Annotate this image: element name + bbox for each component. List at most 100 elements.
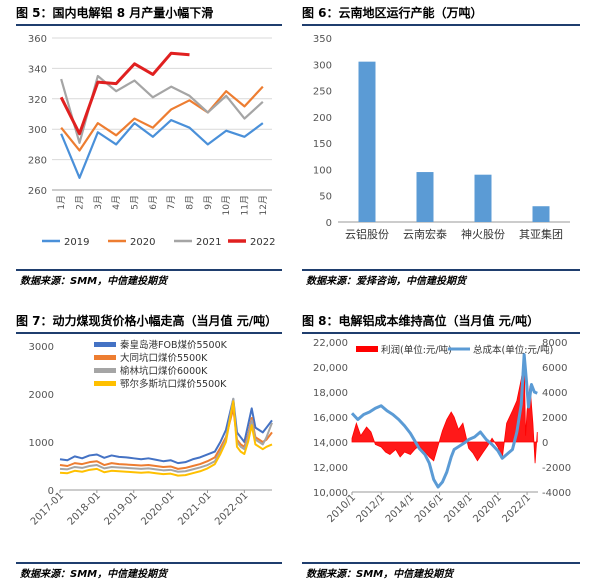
y-tick-label: 260 bbox=[28, 186, 47, 197]
legend-label: 2021 bbox=[196, 237, 221, 248]
x-tick-label: 2020-01 bbox=[139, 490, 176, 527]
bar bbox=[474, 174, 492, 222]
x-tick-label: 12月 bbox=[258, 195, 269, 215]
cost-line bbox=[350, 353, 538, 489]
y-right-tick-label: 4000 bbox=[542, 388, 567, 399]
x-tick-label: 2012/1 bbox=[355, 492, 388, 525]
panel-aluminum-output: 图 5：国内电解铝 8 月产量小幅下滑 260 280 300 320 340 360 1月… bbox=[16, 4, 282, 287]
legend-label: 鄂尔多斯坑口煤价5500K bbox=[120, 378, 227, 390]
y-tick-label: 1000 bbox=[29, 438, 54, 449]
panel-title: 图 8：电解铝成本维持高位（当月值 元/吨） bbox=[302, 314, 540, 328]
bar bbox=[358, 61, 376, 223]
source-note: 数据来源：爱择咨询，中信建投期货 bbox=[306, 276, 466, 287]
x-tick-label: 7月 bbox=[166, 195, 177, 210]
y-left-tick-label: 22,000 bbox=[313, 338, 348, 349]
x-tick-label: 云南宏泰 bbox=[403, 227, 447, 241]
y-tick-label: 340 bbox=[28, 64, 47, 75]
series-line-2019 bbox=[60, 118, 264, 179]
x-tick-label: 1月 bbox=[56, 195, 67, 210]
legend-label: 榆林坑口煤价6000K bbox=[120, 365, 208, 377]
x-tick-label: 2020/1 bbox=[471, 492, 504, 525]
bottom-rule bbox=[16, 562, 282, 564]
series-line bbox=[59, 397, 273, 473]
x-tick-label: 神火股份 bbox=[461, 227, 505, 241]
y-left-tick-label: 18,000 bbox=[313, 388, 348, 399]
title-rule bbox=[302, 24, 580, 26]
panel-title: 图 7：动力煤现货价格小幅走高（当月值 元/吨） bbox=[16, 314, 278, 328]
x-tick-label: 2019-01 bbox=[103, 490, 140, 527]
bar bbox=[532, 206, 550, 222]
x-tick-label: 其亚集团 bbox=[519, 227, 563, 241]
y-left-tick-label: 20,000 bbox=[313, 363, 348, 374]
series-line-2020 bbox=[60, 85, 264, 152]
x-tick-label: 云铝股份 bbox=[345, 227, 389, 241]
legend-label: 2022 bbox=[250, 237, 275, 248]
x-tick-label: 11月 bbox=[240, 195, 251, 215]
y-tick-label: 3000 bbox=[29, 342, 54, 353]
x-tick-label: 10月 bbox=[221, 195, 232, 215]
x-tick-label: 9月 bbox=[203, 195, 214, 210]
y-tick-label: 300 bbox=[313, 60, 332, 71]
y-tick-label: 2000 bbox=[29, 390, 54, 401]
y-right-tick-label: -4000 bbox=[542, 488, 571, 499]
x-tick-label: 2018/1 bbox=[442, 492, 475, 525]
y-right-tick-label: 6000 bbox=[542, 363, 567, 374]
panel-yunnan-capacity: 图 6：云南地区运行产能（万吨） 0 50 100 150 200 250 300 350 云铝… bbox=[302, 4, 580, 287]
x-tick-label: 2022/1 bbox=[501, 492, 534, 525]
legend-label: 秦皇岛港FOB煤价5500K bbox=[120, 339, 228, 351]
bottom-rule bbox=[302, 562, 580, 564]
x-tick-label: 8月 bbox=[185, 195, 196, 210]
y-tick-label: 150 bbox=[313, 139, 332, 150]
panel-title: 图 5：国内电解铝 8 月产量小幅下滑 bbox=[16, 6, 214, 20]
panel-thermal-coal: 图 7：动力煤现货价格小幅走高（当月值 元/吨） 0 1000 2000 3000 20… bbox=[16, 312, 282, 580]
y-right-tick-label: 0 bbox=[542, 438, 548, 449]
chart-aluminum-output: 260 280 300 320 340 360 1月 2月 3月 4月 5月 6月 7月 8月 9月 10月 1… bbox=[28, 34, 276, 248]
title-rule bbox=[16, 332, 282, 334]
y-tick-label: 350 bbox=[313, 34, 332, 45]
legend-swatch bbox=[94, 381, 116, 386]
y-tick-label: 200 bbox=[313, 113, 332, 124]
x-tick-label: 2018-01 bbox=[66, 490, 103, 527]
y-tick-label: 0 bbox=[326, 218, 332, 229]
y-left-tick-label: 16,000 bbox=[313, 413, 348, 424]
y-left-tick-label: 12,000 bbox=[313, 463, 348, 474]
y-tick-label: 320 bbox=[28, 95, 47, 106]
panel-title: 图 6：云南地区运行产能（万吨） bbox=[302, 6, 483, 20]
x-tick-label: 2021-01 bbox=[176, 490, 213, 527]
y-left-tick-label: 10,000 bbox=[313, 488, 348, 499]
y-tick-label: 50 bbox=[319, 192, 332, 203]
legend-label: 总成本(单位:元/吨) bbox=[473, 344, 553, 356]
legend-swatch bbox=[94, 368, 116, 373]
y-right-tick-label: 2000 bbox=[542, 413, 567, 424]
title-rule bbox=[302, 332, 580, 334]
bar bbox=[416, 172, 434, 222]
y-tick-label: 280 bbox=[28, 156, 47, 167]
y-tick-label: 360 bbox=[28, 34, 47, 45]
title-rule bbox=[16, 24, 282, 26]
bottom-rule bbox=[302, 269, 580, 271]
x-tick-label: 4月 bbox=[111, 195, 122, 210]
legend-label: 2019 bbox=[64, 237, 89, 248]
legend-swatch bbox=[94, 342, 116, 347]
chart-aluminum-cost: 10,000 12,000 14,000 16,000 18,000 20,000 22,0… bbox=[313, 338, 571, 525]
series-line bbox=[59, 397, 273, 465]
bottom-rule bbox=[16, 269, 282, 271]
y-tick-label: 250 bbox=[313, 87, 332, 98]
legend-label: 利润(单位:元/吨) bbox=[381, 344, 452, 356]
y-right-tick-label: -2000 bbox=[542, 463, 571, 474]
y-tick-label: 100 bbox=[313, 165, 332, 176]
series-line-2022 bbox=[59, 51, 190, 136]
legend-swatch bbox=[356, 346, 378, 352]
source-note: 数据来源：SMM，中信建投期货 bbox=[20, 276, 168, 287]
series-line bbox=[59, 407, 273, 470]
legend-label: 大同坑口煤价5500K bbox=[120, 352, 208, 364]
x-tick-label: 6月 bbox=[148, 195, 159, 210]
x-tick-label: 2022-01 bbox=[213, 490, 250, 527]
y-right-tick-label: 8000 bbox=[542, 338, 567, 349]
y-tick-label: 300 bbox=[28, 125, 47, 136]
panel-aluminum-cost: 图 8：电解铝成本维持高位（当月值 元/吨） 10,000 12,000 14,00… bbox=[302, 312, 580, 580]
x-tick-label: 5月 bbox=[130, 195, 141, 210]
source-note: 数据来源：SMM，中信建投期货 bbox=[306, 569, 454, 580]
y-tick-label: 0 bbox=[48, 486, 54, 497]
series-line bbox=[59, 400, 273, 477]
